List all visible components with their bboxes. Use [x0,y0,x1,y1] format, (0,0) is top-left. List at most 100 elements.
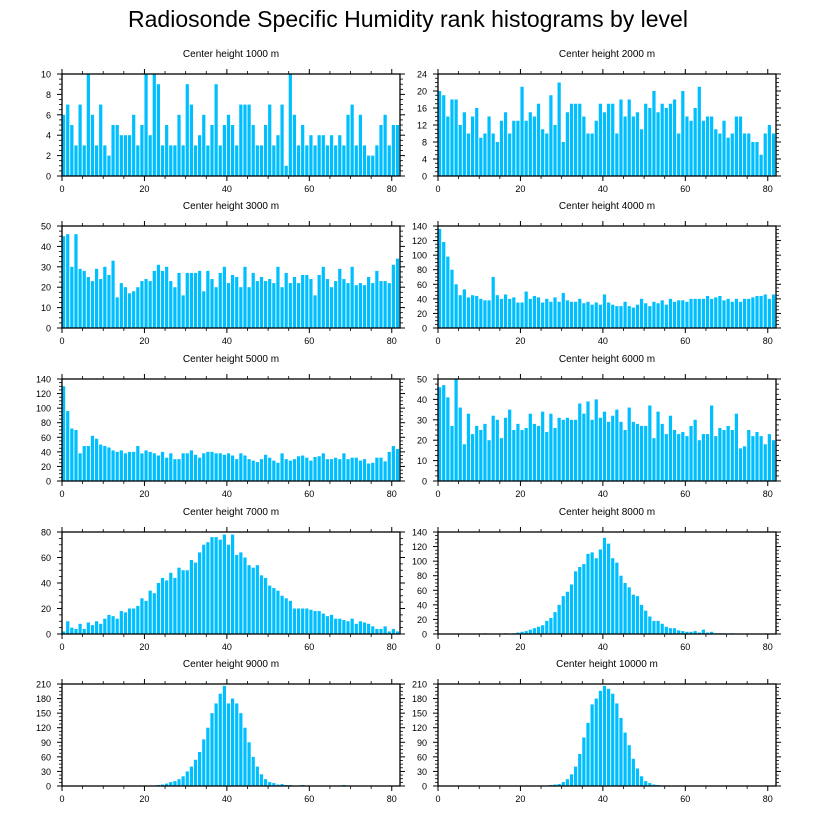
histogram-bar [387,145,391,176]
histogram-bar [442,385,446,481]
histogram-bar [144,74,148,176]
histogram-bar [598,417,602,481]
histogram-bar [218,693,222,786]
y-tick-label: 0 [46,172,51,182]
histogram-bar [231,274,235,328]
histogram-bar [755,295,759,328]
histogram-bar [226,114,231,176]
histogram-bar [66,104,70,176]
histogram-bar [602,112,607,176]
histogram-bar [598,549,602,634]
histogram-bar [718,133,722,176]
x-tick-label: 60 [304,336,314,346]
histogram-bar [714,436,718,481]
histogram-bar [371,462,375,481]
histogram-bar [644,610,648,634]
histogram-bar [86,277,90,328]
histogram-bar [210,125,214,176]
histogram-bar [218,453,222,481]
histogram-bar [594,399,598,481]
y-tick-label: 80 [41,418,51,428]
histogram-bar [582,413,586,481]
histogram-bar [594,120,598,176]
histogram-bar [512,297,516,328]
histogram-bar [627,407,631,481]
histogram-bar [623,430,627,481]
histogram-bar [202,291,206,328]
histogram-bar [66,411,70,481]
histogram-bar [148,590,152,634]
histogram-bar [734,116,738,176]
histogram-bar [499,438,504,481]
histogram-bar [524,120,528,176]
histogram-bar [516,423,520,481]
histogram-bar [387,283,391,328]
histogram-bar [466,413,471,481]
x-tick-label: 0 [59,184,64,194]
histogram-bar [107,274,111,328]
histogram-bar [615,133,619,176]
histogram-bar [615,306,619,328]
panel-title: Center height 2000 m [559,49,655,60]
y-tick-label: 30 [417,415,427,425]
histogram-bar [165,457,169,481]
histogram-bar [574,103,578,176]
histogram-bar [697,86,701,176]
histogram-bar [78,453,82,481]
histogram-bar [218,539,222,634]
histogram-bar [127,608,132,634]
histogram-bar [582,737,586,786]
x-tick-label: 60 [680,794,690,804]
histogram-bar [148,451,152,481]
histogram-bar [367,155,371,176]
histogram-bar [292,277,297,328]
histogram-bar [677,133,681,176]
histogram-bar [222,266,226,328]
histogram-bar [173,577,177,634]
histogram-bar [383,281,387,328]
histogram-bar [532,116,537,176]
histogram-bar [549,413,553,481]
histogram-bar [582,116,586,176]
histogram-bar [578,753,582,786]
histogram-bar [144,450,148,481]
histogram-bar [222,125,226,176]
histogram-bar [305,274,309,328]
histogram-bar [218,272,222,328]
histogram-bar [466,297,471,328]
histogram-bar [263,281,268,328]
y-tick-label: 120 [412,723,427,733]
histogram-bar [611,415,615,481]
histogram-bar [66,621,70,634]
histogram-bar [136,287,140,328]
y-tick-label: 80 [41,528,51,538]
histogram-bar [127,135,132,176]
histogram-bar [693,108,697,176]
histogram-bar [309,279,313,328]
histogram-bar [334,281,338,328]
histogram-bar [329,614,334,635]
histogram-bar [623,583,627,634]
histogram-bar [350,618,354,634]
histogram-bar [132,451,136,481]
histogram-bar [272,783,276,786]
histogram-bar [491,133,495,176]
histogram-panel: Center height 9000 m 0 30 60 90 120 150 180 210 0… [36,659,405,804]
histogram-bar [483,300,487,328]
histogram-bar [541,625,545,634]
histogram-bar [86,622,90,634]
y-tick-label: 60 [417,752,427,762]
histogram-bar [710,298,714,328]
main-title: Radiosonde Specific Humidity rank histog… [128,6,688,32]
histogram-bar [321,453,325,481]
histogram-bar [185,570,189,634]
histogram-bar [354,623,358,634]
histogram-bar [107,614,111,635]
histogram-bar [198,457,202,481]
histogram-bar [491,415,495,481]
histogram-bar [743,133,747,176]
histogram-bar [664,434,668,481]
histogram-bar [557,301,561,328]
histogram-bar [169,145,173,176]
histogram-bar [317,274,321,328]
